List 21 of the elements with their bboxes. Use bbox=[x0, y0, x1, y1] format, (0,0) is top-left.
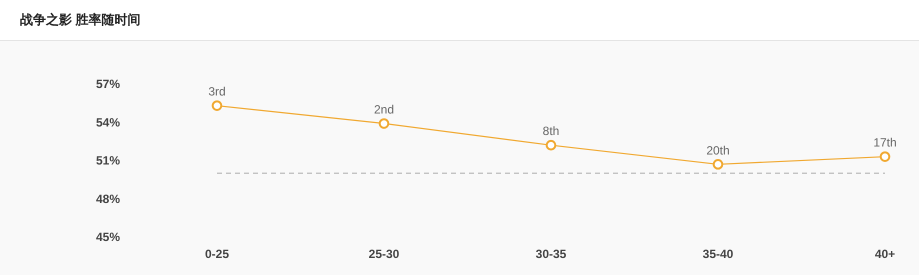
x-tick-label: 0-25 bbox=[204, 247, 230, 261]
y-tick-label: 54% bbox=[96, 115, 120, 130]
annotation: 20th bbox=[706, 143, 730, 158]
point bbox=[880, 151, 890, 162]
y-tick-label: 57% bbox=[96, 77, 120, 91]
y-tick-label: 48% bbox=[96, 192, 120, 206]
point bbox=[546, 140, 556, 150]
point bbox=[712, 159, 724, 170]
x-tick-label: 30-35 bbox=[536, 247, 567, 261]
x-tick-label: 25-30 bbox=[368, 247, 400, 261]
annotation: 3rd bbox=[208, 84, 226, 99]
point bbox=[212, 100, 222, 111]
x-tick-label: 35-40 bbox=[702, 247, 734, 261]
y-tick-label: 51% bbox=[96, 154, 120, 168]
annotation: 17th bbox=[873, 136, 897, 150]
annotation: 8th bbox=[542, 124, 560, 138]
x-tick-label: 40+ bbox=[874, 247, 896, 261]
annotation: 2nd bbox=[374, 102, 394, 117]
y-tick-label: 45% bbox=[96, 230, 120, 244]
point bbox=[378, 118, 390, 129]
text: 战争之影 胜率随时间 bbox=[20, 12, 141, 27]
